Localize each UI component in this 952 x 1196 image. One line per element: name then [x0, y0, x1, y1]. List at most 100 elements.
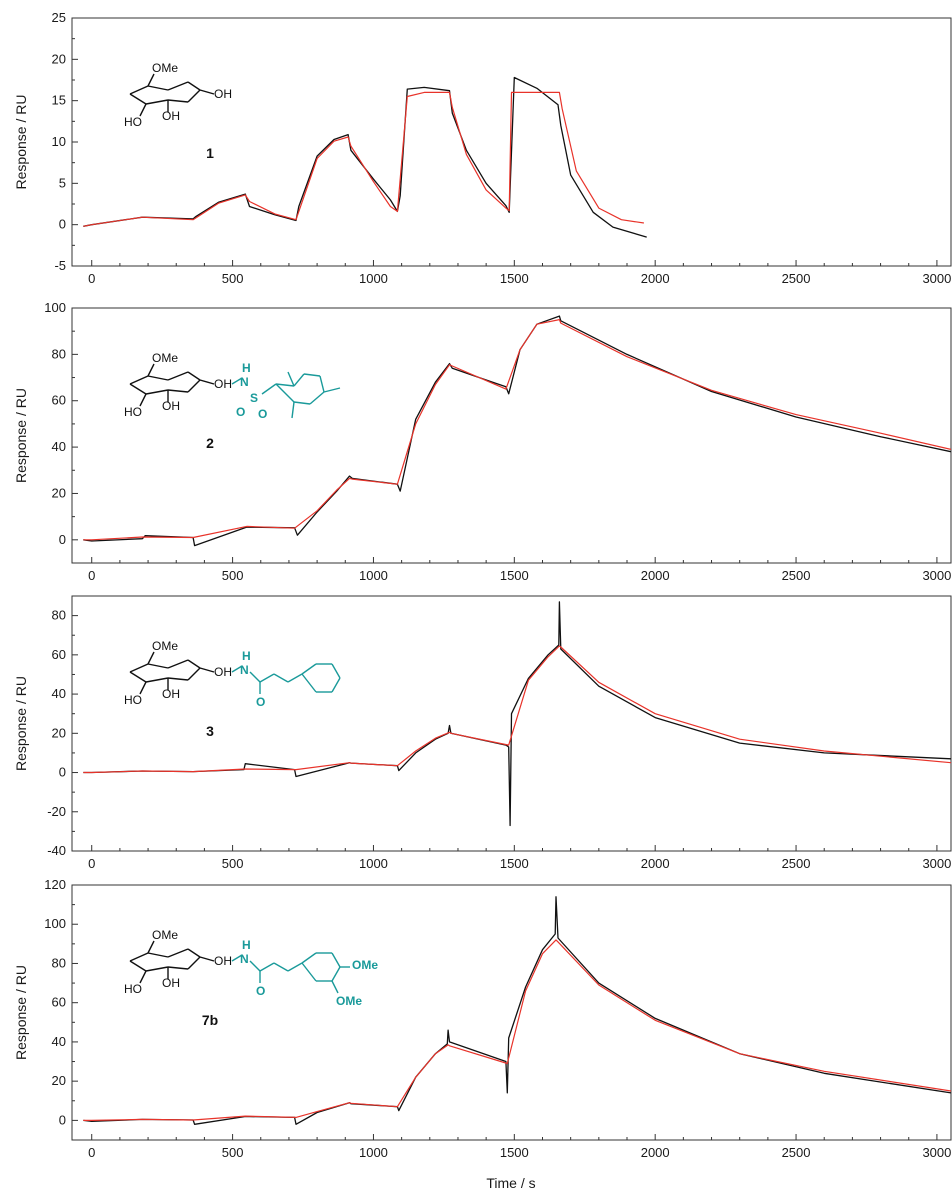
y-tick-label: 20	[52, 725, 66, 740]
structure-atom-label: OH	[214, 377, 232, 391]
y-tick-label: 0	[59, 765, 66, 780]
y-tick-label: 60	[52, 647, 66, 662]
chart-panel-3: -40 -20 0 20 40 60 80 0 500 1000 1500 2000 2500 3000 R…	[13, 595, 952, 871]
y-tick-label: 60	[52, 995, 66, 1010]
y-tick-label: 120	[44, 877, 66, 892]
bond	[301, 663, 317, 675]
structure-atom-label: OH	[162, 399, 180, 413]
bond	[319, 375, 325, 393]
y-tick-label: -40	[47, 843, 66, 858]
structure-atom-label: H	[242, 938, 251, 952]
bond	[275, 383, 295, 387]
compound-label: 2	[206, 435, 214, 451]
bond	[147, 85, 169, 91]
bond	[167, 371, 189, 381]
bond	[199, 89, 215, 95]
bond	[187, 89, 201, 103]
bond	[145, 966, 169, 972]
x-tick-label: 0	[88, 856, 95, 871]
bond	[293, 401, 311, 405]
bond	[139, 681, 147, 695]
structure-atom-label: S	[250, 391, 258, 405]
bond	[273, 962, 289, 972]
bond	[139, 103, 147, 117]
x-tick-label: 1000	[359, 568, 388, 583]
structure-atom-label: HO	[124, 405, 142, 419]
y-tick-label: 20	[52, 1073, 66, 1088]
y-tick-label: 10	[52, 134, 66, 149]
y-tick-label: 100	[44, 916, 66, 931]
series-line-experimental	[83, 315, 951, 547]
bond	[167, 81, 189, 91]
bond	[145, 389, 169, 395]
structure-atom-label: O	[256, 984, 265, 998]
y-tick-label: 25	[52, 10, 66, 25]
series-line-experimental	[83, 601, 951, 827]
compound-label: 1	[206, 145, 214, 161]
y-tick-label: 80	[52, 608, 66, 623]
x-tick-label: 500	[222, 271, 244, 286]
bond	[287, 673, 303, 683]
structure-atom-label: OH	[214, 954, 232, 968]
x-tick-label: 2500	[782, 1145, 811, 1160]
x-tick-label: 2000	[641, 856, 670, 871]
y-tick-label: 40	[52, 439, 66, 454]
y-tick-label: 0	[59, 1112, 66, 1127]
bond	[331, 677, 341, 693]
y-tick-label: 80	[52, 955, 66, 970]
y-tick-label: 60	[52, 393, 66, 408]
bond	[139, 970, 147, 984]
bond	[129, 85, 149, 95]
bond	[231, 954, 243, 962]
structure-atom-label: OMe	[352, 958, 378, 972]
bond	[261, 383, 277, 395]
y-tick-label: 0	[59, 532, 66, 547]
series-line-fit	[83, 939, 951, 1121]
y-tick-label: 80	[52, 346, 66, 361]
series-line-fit	[83, 91, 644, 227]
x-tick-label: 2000	[641, 1145, 670, 1160]
compound-label: 7b	[202, 1012, 218, 1028]
bond	[129, 671, 147, 683]
bond	[147, 651, 155, 665]
bond	[273, 673, 289, 683]
bond	[139, 393, 147, 407]
bond	[145, 677, 169, 683]
structure-atom-label: O	[258, 407, 267, 421]
plot-frame	[71, 884, 952, 1141]
bond	[145, 99, 169, 105]
structure-atom-label: OH	[214, 87, 232, 101]
chart-panel-1: -5 0 5 10 15 20 25 0 500 1000 1500 2000 2500 3000 Resp…	[13, 10, 952, 286]
bond	[167, 659, 189, 669]
structure-atom-label: O	[256, 695, 265, 709]
bond	[187, 379, 201, 393]
structure-atom-label: OH	[162, 687, 180, 701]
x-tick-label: 500	[222, 1145, 244, 1160]
x-tick-label: 500	[222, 856, 244, 871]
x-tick-label: 0	[88, 1145, 95, 1160]
y-axis-label: Response / RU	[13, 388, 29, 483]
bond	[147, 375, 169, 381]
bond	[187, 81, 201, 91]
structure-atom-label: OMe	[152, 928, 178, 942]
bond	[259, 962, 275, 972]
structure-3: OMe OH HO OH HN O	[124, 639, 341, 709]
structure-atom-label: N	[240, 952, 249, 966]
y-axis-label: Response / RU	[13, 95, 29, 190]
bond	[187, 956, 201, 970]
bond	[147, 73, 155, 87]
structure-atom-label: OH	[214, 665, 232, 679]
x-tick-label: 1500	[500, 568, 529, 583]
structure-atom-label: HO	[124, 693, 142, 707]
bond	[231, 377, 243, 385]
structure-atom-label: O	[236, 405, 245, 419]
x-tick-label: 1000	[359, 856, 388, 871]
x-tick-label: 3000	[922, 271, 951, 286]
bond	[167, 966, 189, 970]
structure-atom-label: OMe	[152, 61, 178, 75]
bond	[231, 665, 243, 673]
bond	[129, 960, 147, 972]
